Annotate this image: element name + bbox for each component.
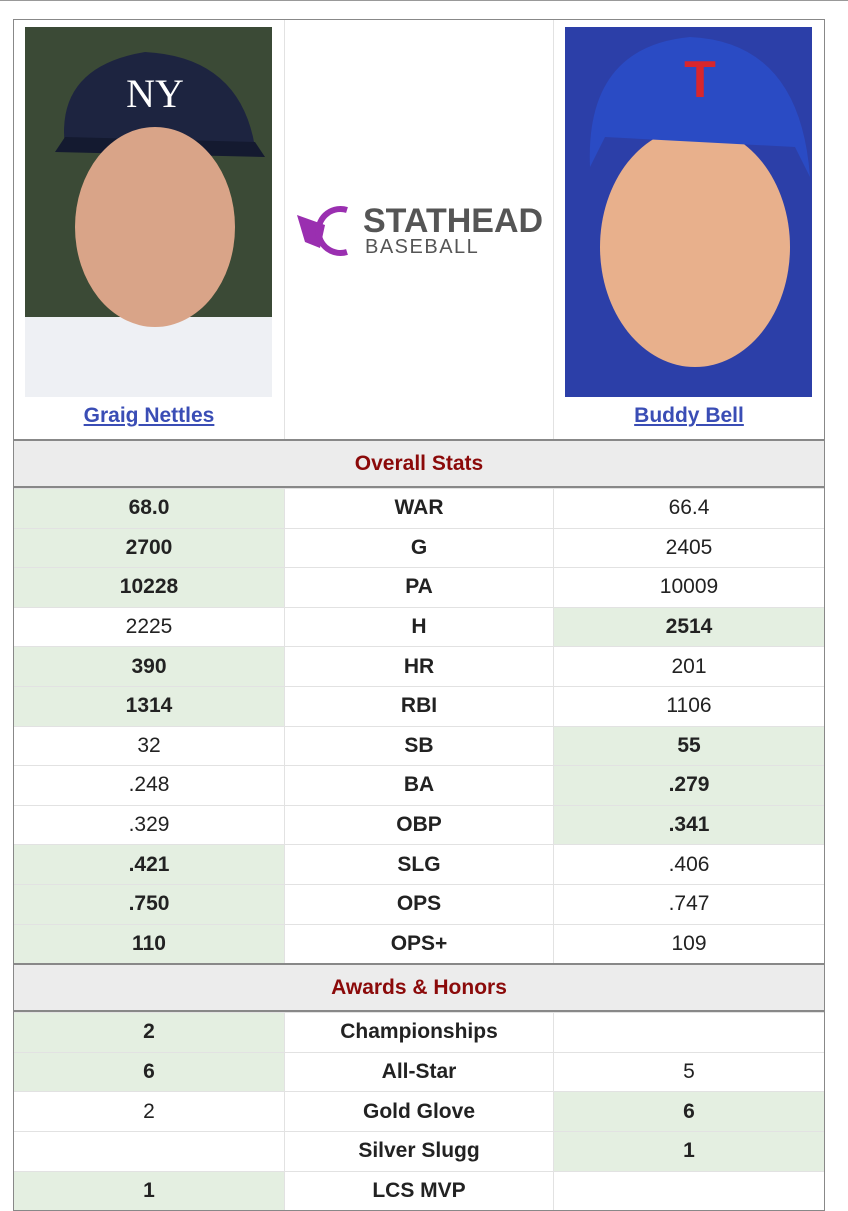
stat-value: 110 bbox=[14, 924, 284, 964]
stat-value: 6 bbox=[14, 1052, 284, 1092]
stat-name: H bbox=[284, 607, 554, 647]
stat-value: .747 bbox=[668, 892, 710, 916]
stat-name: PA bbox=[284, 568, 554, 607]
stat-value: .421 bbox=[14, 845, 284, 884]
stat-value: 5 bbox=[683, 1060, 695, 1084]
stat-row: Silver Slugg 1 bbox=[14, 1130, 824, 1171]
stat-value: 1 bbox=[14, 1171, 284, 1211]
logo: STATHEAD BASEBALL bbox=[297, 202, 543, 258]
comparison-table: NY Graig Nettles STATHEAD BASEBALL T Bud… bbox=[13, 19, 825, 1211]
header-row: NY Graig Nettles STATHEAD BASEBALL T Bud… bbox=[14, 20, 824, 439]
player-link[interactable]: Graig Nettles bbox=[83, 404, 215, 427]
section-header: Awards & Honors bbox=[14, 963, 824, 1013]
stat-name: G bbox=[284, 528, 554, 568]
stat-value: 2405 bbox=[665, 535, 713, 559]
stat-name: OPS+ bbox=[284, 924, 554, 964]
stat-name: SB bbox=[284, 726, 554, 766]
stat-row: 2 Gold Glove 6 bbox=[14, 1091, 824, 1131]
stat-name: HR bbox=[284, 647, 554, 686]
stat-value: 32 bbox=[137, 733, 161, 757]
stat-row: 2 Championships bbox=[14, 1012, 824, 1052]
stat-value: 66.4 bbox=[668, 496, 710, 520]
stat-name: OPS bbox=[284, 884, 554, 924]
stat-row: .750 OPS .747 bbox=[14, 883, 824, 924]
stat-value: .406 bbox=[668, 852, 710, 876]
left-player: NY Graig Nettles bbox=[14, 20, 284, 439]
stat-row: 10228 PA 10009 bbox=[14, 567, 824, 607]
stat-row: 68.0 WAR 66.4 bbox=[14, 488, 824, 528]
stat-row: 2700 G 2405 bbox=[14, 527, 824, 568]
stat-row: 110 OPS+ 109 bbox=[14, 923, 824, 964]
stat-name: LCS MVP bbox=[284, 1171, 554, 1211]
stat-value: .329 bbox=[128, 813, 170, 837]
stat-value: 2225 bbox=[125, 615, 173, 639]
stat-name: OBP bbox=[284, 805, 554, 845]
logo-subtitle: BASEBALL bbox=[365, 236, 479, 258]
stat-name: WAR bbox=[284, 489, 554, 528]
top-rule bbox=[0, 0, 848, 1]
stat-value: 10009 bbox=[659, 575, 719, 599]
stat-value: 2 bbox=[14, 1013, 284, 1052]
stat-row: 1314 RBI 1106 bbox=[14, 685, 824, 726]
stat-name: Championships bbox=[284, 1013, 554, 1052]
stat-value: 6 bbox=[554, 1092, 824, 1131]
player-photo: T bbox=[565, 27, 812, 397]
stat-value: .750 bbox=[14, 884, 284, 924]
stat-row: 390 HR 201 bbox=[14, 646, 824, 686]
stat-value: 201 bbox=[671, 654, 707, 678]
stat-name: BA bbox=[284, 766, 554, 805]
stat-value: 1314 bbox=[14, 686, 284, 726]
player-link[interactable]: Buddy Bell bbox=[634, 404, 744, 427]
stat-value: 390 bbox=[14, 647, 284, 686]
logo-cell: STATHEAD BASEBALL bbox=[284, 20, 554, 439]
stat-name: Gold Glove bbox=[284, 1092, 554, 1131]
stat-value bbox=[554, 1013, 824, 1052]
stat-value: 2514 bbox=[554, 607, 824, 647]
stat-name: All-Star bbox=[284, 1052, 554, 1092]
table-body: Overall Stats 68.0 WAR 66.4 2700 G 2405 10228 PA… bbox=[14, 439, 824, 1211]
section-header: Overall Stats bbox=[14, 439, 824, 488]
stat-value bbox=[554, 1172, 824, 1211]
stat-row: 1 LCS MVP bbox=[14, 1170, 824, 1211]
stat-value: .248 bbox=[128, 773, 170, 797]
right-player: T Buddy Bell bbox=[554, 20, 824, 439]
stat-value: 109 bbox=[671, 931, 707, 955]
stat-value: 1106 bbox=[666, 694, 712, 718]
stat-name: SLG bbox=[284, 845, 554, 884]
stat-value: 10228 bbox=[14, 568, 284, 607]
stat-row: .329 OBP .341 bbox=[14, 804, 824, 845]
stat-row: 6 All-Star 5 bbox=[14, 1051, 824, 1092]
stat-row: 2225 H 2514 bbox=[14, 606, 824, 647]
stat-value: .279 bbox=[554, 766, 824, 805]
stat-row: .248 BA .279 bbox=[14, 765, 824, 805]
stat-row: 32 SB 55 bbox=[14, 725, 824, 766]
svg-text:NY: NY bbox=[126, 71, 184, 116]
stat-value: 1 bbox=[554, 1131, 824, 1171]
stat-name: Silver Slugg bbox=[284, 1131, 554, 1171]
stat-value: .341 bbox=[554, 805, 824, 845]
stat-value: 2700 bbox=[14, 528, 284, 568]
player-photo: NY bbox=[25, 27, 272, 397]
stat-name: RBI bbox=[284, 686, 554, 726]
stat-value: 68.0 bbox=[14, 489, 284, 528]
stat-value: 55 bbox=[554, 726, 824, 766]
stat-value bbox=[14, 1132, 284, 1171]
logo-title: STATHEAD bbox=[363, 202, 543, 240]
stat-value: 2 bbox=[143, 1099, 155, 1123]
stat-row: .421 SLG .406 bbox=[14, 844, 824, 884]
svg-text:T: T bbox=[684, 51, 716, 109]
